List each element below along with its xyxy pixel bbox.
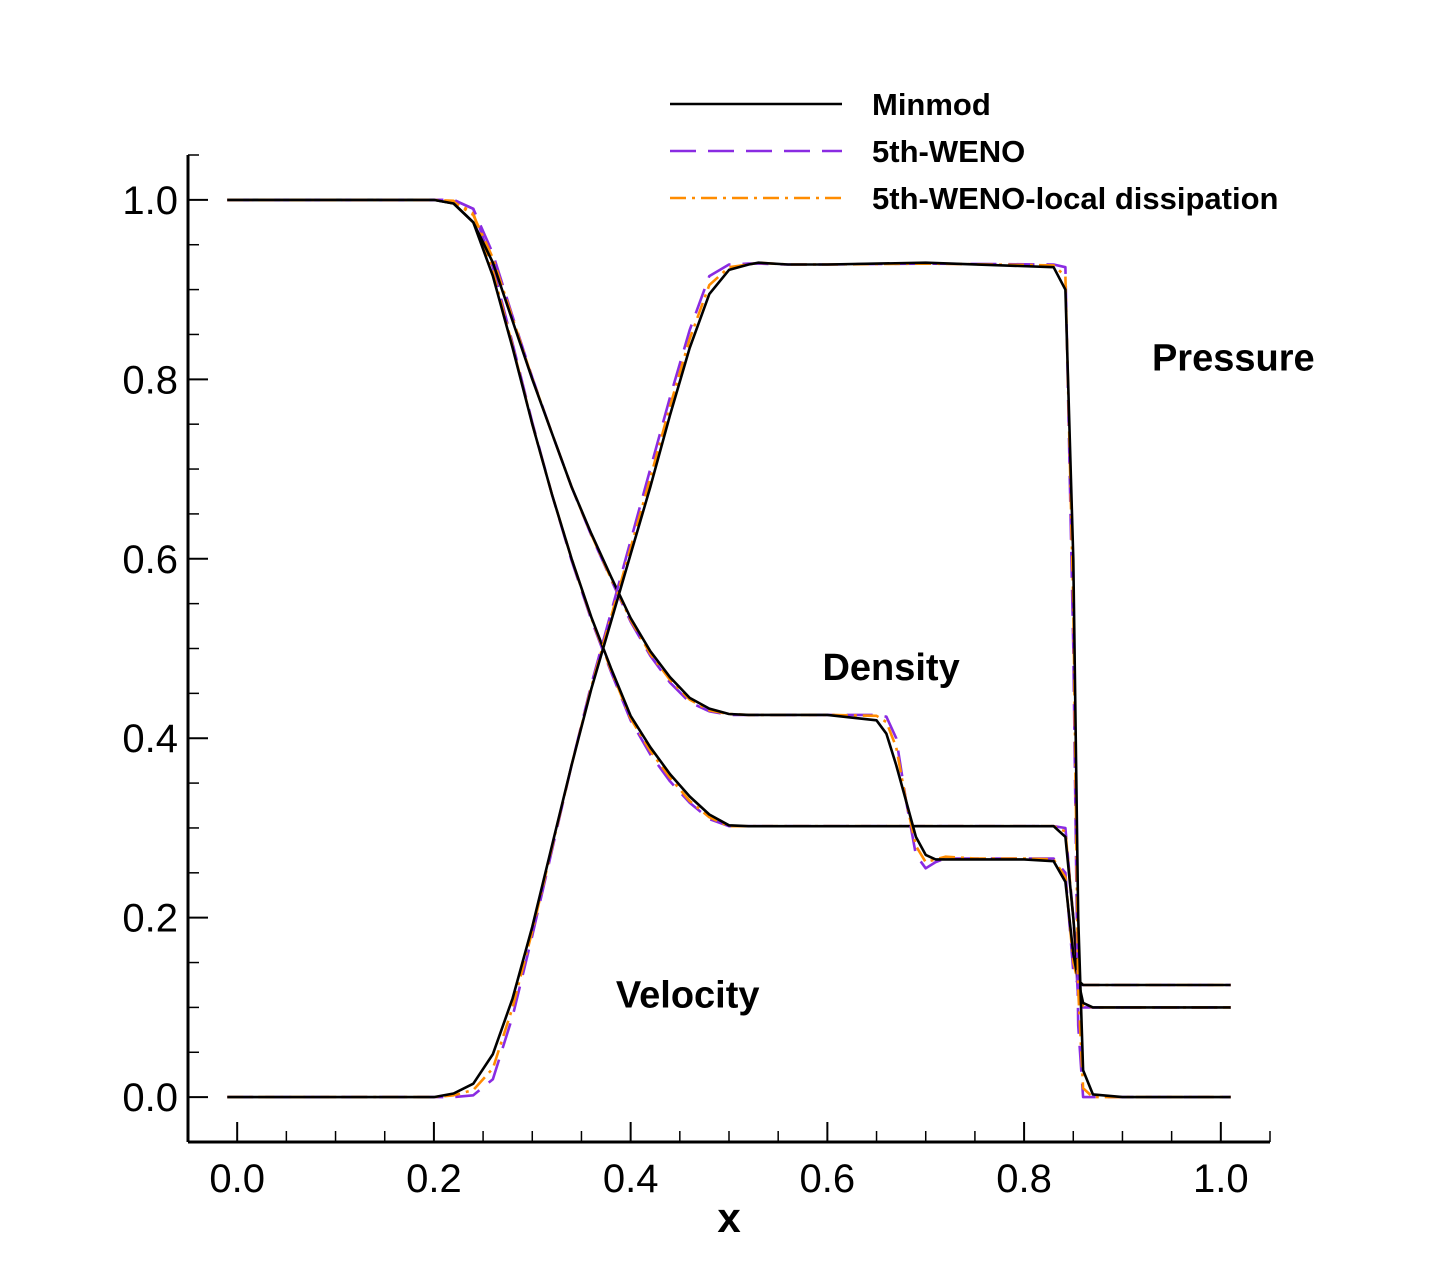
x-axis-title: x: [717, 1194, 741, 1241]
velocity-local-line: [227, 261, 1231, 1099]
x-tick-label: 0.4: [603, 1157, 659, 1201]
pressure-minmod-line: [227, 198, 1231, 1009]
ticks-layer: 0.0 0.2 0.4 0.6 0.8 1.0 0.0 0.2 0.4 0.6 0.8 1.0: [122, 154, 1271, 1201]
legend-label: Minmod: [872, 87, 991, 122]
density-minmod-line: [227, 198, 1231, 987]
velocity-annotation: Velocity: [616, 974, 760, 1016]
y-tick-label: 0.8: [122, 358, 178, 402]
x-tick-label: 1.0: [1193, 1157, 1249, 1201]
y-tick-label: 0.6: [122, 538, 178, 582]
legend-label: 5th-WENO-local dissipation: [872, 181, 1278, 216]
pressure-weno-line: [227, 198, 1231, 1009]
x-tick-label: 0.6: [800, 1157, 856, 1201]
x-tick-label: 0.2: [406, 1157, 462, 1201]
y-tick-label: 1.0: [122, 179, 178, 223]
curve-annotations: Pressure Density Velocity: [616, 337, 1315, 1016]
velocity-minmod-line: [227, 261, 1231, 1099]
y-tick-label: 0.0: [122, 1076, 178, 1120]
y-tick-label: 0.2: [122, 897, 178, 941]
legend-label: 5th-WENO: [872, 134, 1025, 169]
pressure-annotation: Pressure: [1152, 337, 1315, 379]
density-annotation: Density: [822, 647, 959, 689]
density-weno-line: [227, 198, 1231, 987]
curves-layer: [227, 198, 1231, 1099]
density-local-line: [227, 198, 1231, 987]
legend: Minmod 5th-WENO 5th-WENO-local dissipation: [670, 87, 1278, 216]
pressure-local-line: [227, 198, 1231, 1009]
x-tick-label: 0.0: [209, 1157, 265, 1201]
x-tick-label: 0.8: [996, 1157, 1052, 1201]
y-tick-label: 0.4: [122, 717, 178, 761]
